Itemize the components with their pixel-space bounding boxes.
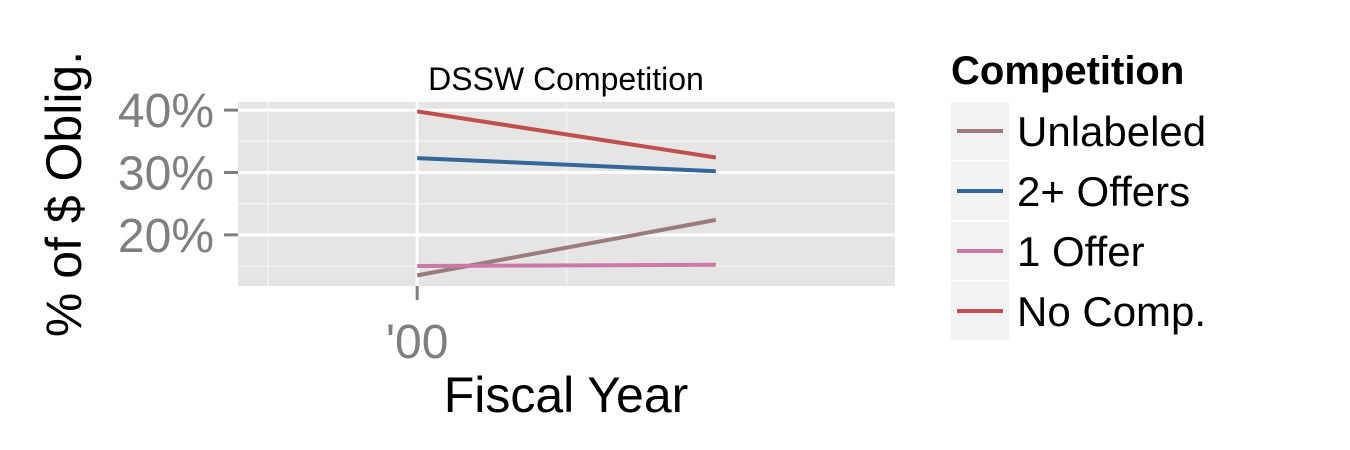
legend: Competition Unlabeled 2+ Offers 1 Offer No … [951, 49, 1206, 340]
legend-label: 1 Offer [1017, 228, 1145, 275]
x-tick-label: '00 [386, 316, 449, 369]
series-line [417, 262, 716, 268]
x-axis: '00 [386, 286, 449, 369]
series-line [417, 156, 716, 174]
grid-major [238, 102, 895, 286]
y-axis-title: % of $ Oblig. [36, 51, 92, 337]
legend-title: Competition [951, 49, 1184, 93]
series-line [416, 109, 717, 160]
series-lines [416, 109, 717, 278]
y-tick-label: 20% [118, 210, 214, 263]
x-axis-title: Fiscal Year [444, 367, 689, 423]
legend-label: Unlabeled [1017, 108, 1206, 155]
legend-label: No Comp. [1017, 288, 1206, 335]
chart-title: DSSW Competition [428, 61, 704, 97]
y-tick-label: 40% [118, 85, 214, 138]
y-tick-label: 30% [118, 147, 214, 200]
legend-label: 2+ Offers [1017, 168, 1190, 215]
y-axis: 20% 30% 40% [118, 85, 238, 263]
